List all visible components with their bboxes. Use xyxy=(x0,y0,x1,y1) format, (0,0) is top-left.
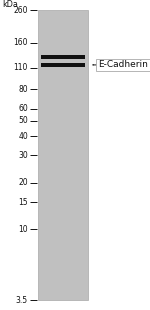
Text: 10: 10 xyxy=(18,225,28,234)
Text: 60: 60 xyxy=(18,104,28,113)
Bar xyxy=(41,63,85,67)
Text: 80: 80 xyxy=(18,85,28,94)
Text: 260: 260 xyxy=(14,6,28,15)
Text: 110: 110 xyxy=(14,64,28,73)
Bar xyxy=(38,10,88,300)
Text: 30: 30 xyxy=(18,151,28,160)
Text: 40: 40 xyxy=(18,131,28,140)
Text: E-Cadherin: E-Cadherin xyxy=(93,60,148,69)
Text: 3.5: 3.5 xyxy=(16,295,28,304)
Text: 160: 160 xyxy=(14,38,28,47)
Text: 50: 50 xyxy=(18,117,28,126)
Text: 15: 15 xyxy=(18,197,28,206)
Text: kDa: kDa xyxy=(2,0,18,9)
Text: 20: 20 xyxy=(18,178,28,187)
Bar xyxy=(41,55,85,59)
